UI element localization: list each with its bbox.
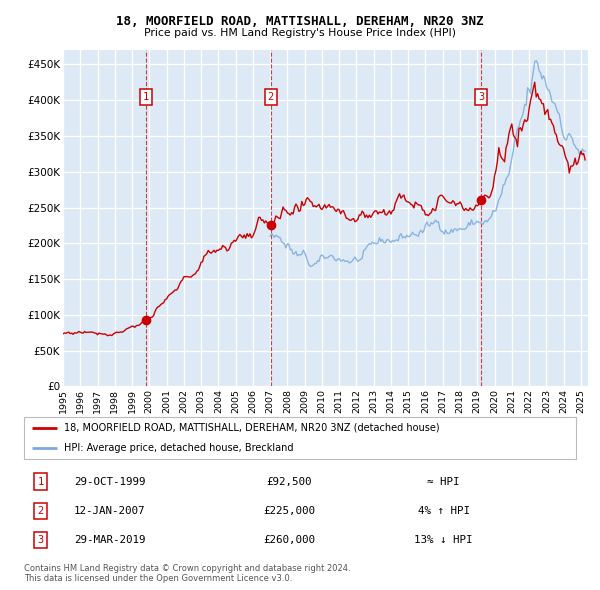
Text: 18, MOORFIELD ROAD, MATTISHALL, DEREHAM, NR20 3NZ (detached house): 18, MOORFIELD ROAD, MATTISHALL, DEREHAM,… — [64, 422, 439, 432]
Text: 2: 2 — [268, 91, 274, 101]
Text: Contains HM Land Registry data © Crown copyright and database right 2024.: Contains HM Land Registry data © Crown c… — [24, 564, 350, 573]
Text: 29-OCT-1999: 29-OCT-1999 — [74, 477, 145, 487]
Text: 1: 1 — [143, 91, 149, 101]
Text: 12-JAN-2007: 12-JAN-2007 — [74, 506, 145, 516]
Text: 1: 1 — [37, 477, 44, 487]
Text: 29-MAR-2019: 29-MAR-2019 — [74, 535, 145, 545]
Text: £260,000: £260,000 — [263, 535, 315, 545]
Text: This data is licensed under the Open Government Licence v3.0.: This data is licensed under the Open Gov… — [24, 574, 292, 583]
Text: 3: 3 — [478, 91, 485, 101]
Text: 18, MOORFIELD ROAD, MATTISHALL, DEREHAM, NR20 3NZ: 18, MOORFIELD ROAD, MATTISHALL, DEREHAM,… — [116, 15, 484, 28]
Text: 13% ↓ HPI: 13% ↓ HPI — [414, 535, 473, 545]
Text: ≈ HPI: ≈ HPI — [427, 477, 460, 487]
Text: 2: 2 — [37, 506, 44, 516]
Text: HPI: Average price, detached house, Breckland: HPI: Average price, detached house, Brec… — [64, 443, 293, 453]
Text: 4% ↑ HPI: 4% ↑ HPI — [418, 506, 470, 516]
Text: 3: 3 — [37, 535, 44, 545]
Text: Price paid vs. HM Land Registry's House Price Index (HPI): Price paid vs. HM Land Registry's House … — [144, 28, 456, 38]
Text: £92,500: £92,500 — [266, 477, 312, 487]
Text: £225,000: £225,000 — [263, 506, 315, 516]
